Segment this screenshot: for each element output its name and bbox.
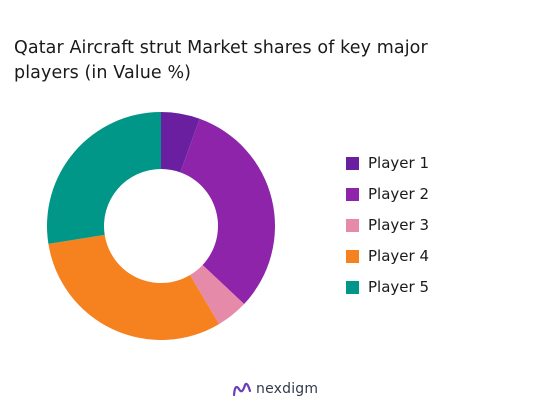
slice-player-3 — [190, 265, 245, 325]
brand-name: nexdigm — [256, 381, 319, 397]
nexdigm-logo-icon — [232, 382, 252, 397]
legend-label: Player 4 — [368, 247, 429, 265]
legend-label: Player 2 — [368, 185, 429, 203]
brand-logo: nexdigm — [232, 379, 318, 399]
legend-label: Player 3 — [368, 216, 429, 234]
slice-player-5 — [47, 112, 161, 244]
legend-swatch — [346, 187, 359, 201]
slice-player-2 — [180, 118, 275, 305]
legend-item-player-4: Player 4 — [346, 247, 429, 265]
legend-label: Player 1 — [368, 154, 429, 172]
donut-slices — [47, 112, 275, 341]
legend-swatch — [346, 280, 359, 294]
legend-item-player-2: Player 2 — [346, 185, 429, 203]
slice-player-4 — [48, 234, 220, 341]
legend-swatch — [346, 249, 359, 263]
legend-item-player-5: Player 5 — [346, 278, 429, 296]
legend-label: Player 5 — [368, 278, 429, 296]
chart-title: Qatar Aircraft strut Market shares of ke… — [14, 38, 428, 83]
legend-swatch — [346, 156, 359, 170]
legend-item-player-1: Player 1 — [346, 154, 429, 172]
legend-item-player-3: Player 3 — [346, 216, 429, 234]
slice-player-1 — [161, 112, 200, 173]
legend-swatch — [346, 218, 359, 232]
